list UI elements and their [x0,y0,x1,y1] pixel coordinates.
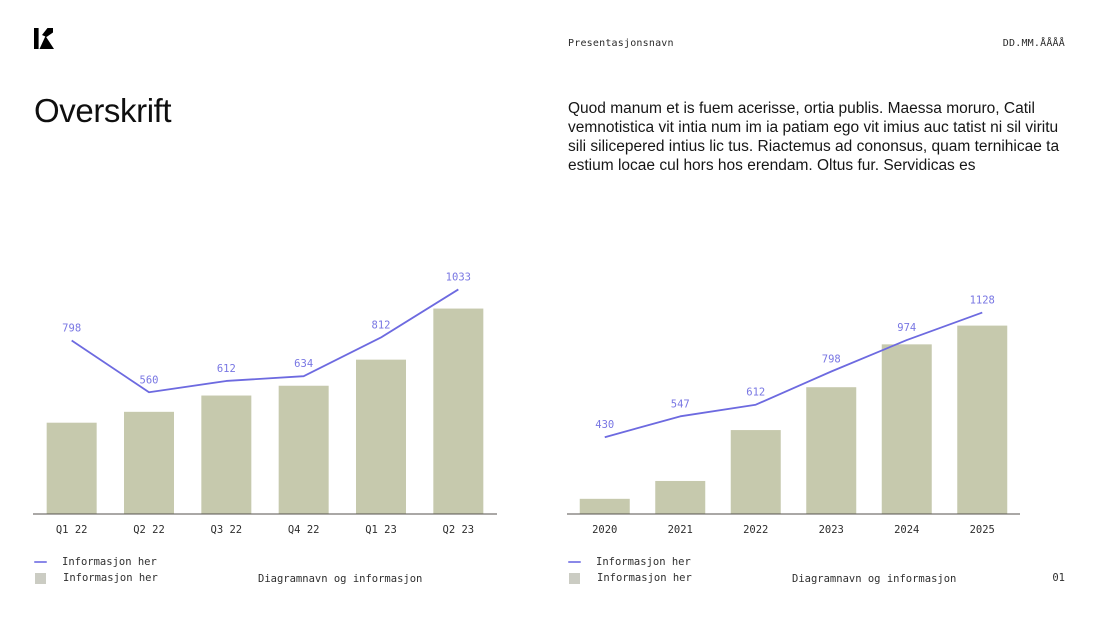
x-tick-label: Q2 22 [133,524,165,536]
legend-row-bar: Informasjon her [568,570,692,586]
legend-label: Informasjon her [596,556,691,568]
x-tick-label: 2025 [970,524,995,536]
legend-row-bar: Informasjon her [34,570,158,586]
chart-figure-years: 430 547 612 798 974 1128 2020 2021 2022 2023 2024 2… [567,260,1020,590]
page-number: 01 [1052,572,1065,584]
bar [124,411,174,514]
bar [579,498,630,514]
body-paragraph: Quod manum et is fuem acerisse, ortia pu… [568,100,1060,174]
bar-series-swatch-icon [569,572,580,584]
value-label: 1033 [446,271,471,283]
line-series-swatch-icon [568,560,581,564]
value-label: 547 [671,398,690,410]
bar [655,480,706,514]
x-tick-label: Q4 22 [288,524,320,536]
line-series [71,288,459,394]
chart-caption: Diagramnavn og informasjon [792,573,957,585]
chart-caption: Diagramnavn og informasjon [258,573,423,585]
chart-figure-quarters: 798 560 612 634 812 1033 Q1 22 Q2 22 Q3 22 Q4 22 Q… [33,260,497,590]
chart-plot-quarters: 798 560 612 634 812 1033 Q1 22 Q2 22 Q3 22 Q4 22 Q… [33,271,497,536]
x-tick-label: Q3 22 [211,524,243,536]
bar [278,385,329,514]
legend-label: Informasjon her [597,572,692,584]
chart-legend: Informasjon her Informasjon her [34,554,158,586]
x-tick-label: 2020 [592,524,617,536]
presentation-name: Presentasjonsnavn [568,38,674,49]
bar [730,430,781,514]
value-label: 798 [822,354,841,366]
x-tick-label: 2024 [894,524,919,536]
bar [356,359,406,514]
legend-row-line: Informasjon her [568,554,692,570]
bar [201,395,252,514]
legend-label: Informasjon her [63,572,158,584]
x-tick-label: Q1 23 [365,524,397,536]
bar [881,344,932,514]
value-label: 612 [746,387,765,399]
brand-mark-icon [34,28,54,49]
value-label: 1128 [970,295,995,307]
line-series [604,311,983,439]
bar [46,422,97,514]
x-tick-label: 2021 [668,524,693,536]
value-label: 612 [217,363,236,375]
chart-legend: Informasjon her Informasjon her [568,554,692,586]
bar-series-swatch-icon [35,572,46,584]
value-label: 798 [62,323,81,335]
value-label: 634 [294,358,313,370]
bar [957,325,1008,514]
value-label: 430 [595,419,614,431]
x-tick-label: Q1 22 [56,524,88,536]
bar [433,308,484,514]
x-tick-label: 2023 [819,524,844,536]
legend-row-line: Informasjon her [34,554,158,570]
date-placeholder: DD.MM.ÅÅÅÅ [1002,38,1065,49]
line-series-swatch-icon [34,560,47,564]
x-tick-label: 2022 [743,524,768,536]
value-label: 560 [140,374,159,386]
chart-plot-years: 430 547 612 798 974 1128 2020 2021 2022 2023 2024 2… [567,295,1020,536]
legend-label: Informasjon her [62,556,157,568]
bar [806,387,857,514]
value-label: 974 [897,322,916,334]
value-label: 812 [372,319,391,331]
page-title: Overskrift [34,92,172,129]
x-tick-label: Q2 23 [443,524,475,536]
